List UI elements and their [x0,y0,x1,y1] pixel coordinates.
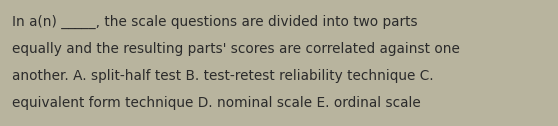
Text: another. A. split-half test B. test-retest reliability technique C.: another. A. split-half test B. test-rete… [12,69,434,83]
Text: equivalent form technique D. nominal scale E. ordinal scale: equivalent form technique D. nominal sca… [12,96,421,110]
Text: equally and the resulting parts' scores are correlated against one: equally and the resulting parts' scores … [12,42,460,56]
Text: In a(n) _____, the scale questions are divided into two parts: In a(n) _____, the scale questions are d… [12,15,418,29]
